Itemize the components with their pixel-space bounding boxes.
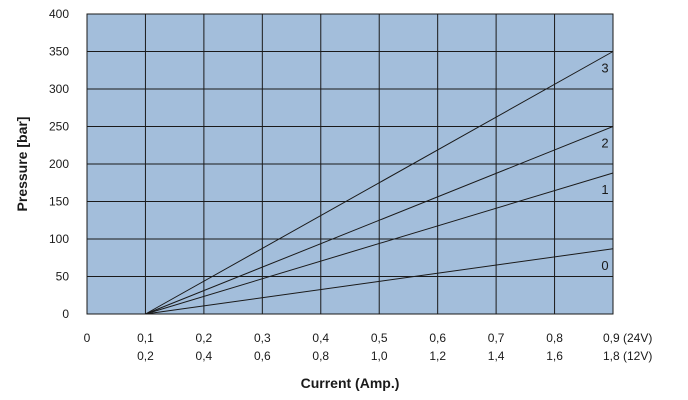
x-tick-label-24v: 0,1 [137, 331, 154, 345]
x-tick-label-12v: 0,2 [137, 349, 154, 363]
series-lines [145, 51, 614, 315]
series-line-3 [145, 51, 614, 315]
series-line-1 [145, 172, 614, 315]
y-tick-label: 350 [49, 45, 69, 59]
grid-lines [86, 13, 614, 315]
x-tick-labels: 0 0,1 0,2 0,2 0,4 0,3 0,6 0,4 0,8 0,5 1,0 0,6 1,2 0,7… [84, 331, 653, 363]
x-tick-label-24v: 0,4 [312, 331, 329, 345]
y-tick-label: 100 [49, 232, 69, 246]
series-label-0: 0 [601, 258, 608, 273]
x-tick-label-12v: 1,4 [488, 349, 505, 363]
x-tick-label-24v: 0,3 [254, 331, 271, 345]
y-tick-label: 150 [49, 195, 69, 209]
y-tick-label: 250 [49, 120, 69, 134]
x-tick-label-24v: 0,5 [371, 331, 388, 345]
y-tick-label: 50 [56, 270, 70, 284]
x-tick-label-12v: 1,8 (12V) [603, 349, 652, 363]
y-tick-label: 0 [62, 307, 69, 321]
series-labels: 0 1 2 3 [601, 61, 608, 273]
series-label-2: 2 [601, 136, 608, 151]
x-tick-label-12v: 1,0 [371, 349, 388, 363]
series-line-0 [145, 248, 614, 315]
x-tick-label-24v: 0 [84, 331, 91, 345]
x-tick-label-12v: 0,8 [312, 349, 329, 363]
x-tick-label-24v: 0,7 [488, 331, 505, 345]
x-tick-label-12v: 0,4 [196, 349, 213, 363]
y-tick-label: 200 [49, 157, 69, 171]
y-tick-label: 300 [49, 82, 69, 96]
y-tick-label: 400 [49, 7, 69, 21]
series-label-3: 3 [601, 61, 608, 76]
y-axis-title: Pressure [bar] [14, 117, 30, 212]
x-tick-label-12v: 0,6 [254, 349, 271, 363]
x-tick-label-24v: 0,8 [546, 331, 563, 345]
y-tick-labels: 0 50 100 150 200 250 300 350 400 [49, 7, 69, 321]
x-tick-label-24v: 0,2 [196, 331, 213, 345]
x-tick-label-24v: 0,6 [429, 331, 446, 345]
x-tick-label-24v: 0,9 (24V) [603, 331, 652, 345]
x-tick-label-12v: 1,6 [546, 349, 563, 363]
x-axis-title: Current (Amp.) [301, 375, 400, 391]
series-label-1: 1 [601, 182, 608, 197]
series-line-2 [145, 126, 614, 315]
x-tick-label-12v: 1,2 [429, 349, 446, 363]
